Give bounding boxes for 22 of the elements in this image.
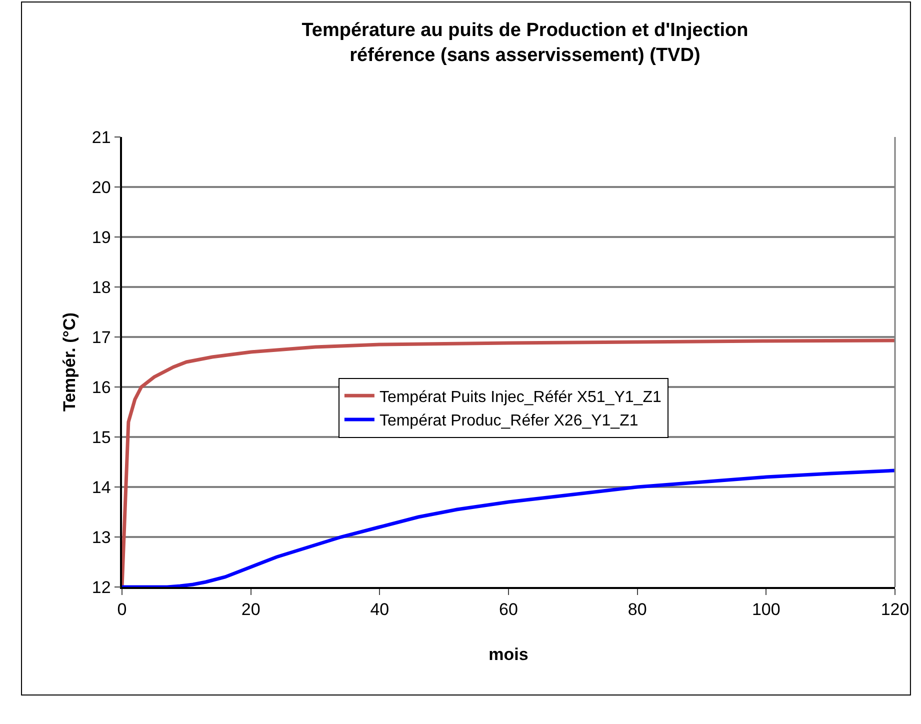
chart-title: Température au puits de Production et d'Injection référence (sans asservissement) (TVD) <box>302 20 748 66</box>
y-tick-label: 13 <box>92 528 111 547</box>
y-tick-label: 19 <box>92 228 111 247</box>
x-tick-label: 40 <box>370 600 390 620</box>
y-tick-label: 16 <box>92 378 111 397</box>
x-tick-label: 0 <box>117 600 127 620</box>
y-tick-label: 18 <box>92 278 111 297</box>
x-tick-label: 120 <box>880 600 910 620</box>
y-tick-label: 21 <box>92 128 111 147</box>
x-axis-title: mois <box>488 645 528 664</box>
legend-label: Températ Puits Injec_Référ X51_Y1_Z1 <box>379 388 662 406</box>
x-tick-label: 20 <box>241 600 260 620</box>
y-axis-title: Tempér. (°C) <box>60 312 79 412</box>
y-tick-label: 20 <box>92 178 111 197</box>
x-tick-label: 100 <box>752 600 780 620</box>
x-tick-label: 80 <box>628 600 647 620</box>
y-tick-label: 14 <box>92 478 111 497</box>
legend-label: Températ Produc_Réfer X26_Y1_Z1 <box>379 412 638 430</box>
y-tick-label: 15 <box>92 428 111 447</box>
x-tick-label: 60 <box>499 600 518 620</box>
y-tick-label: 12 <box>92 578 111 597</box>
y-tick-label: 17 <box>92 328 111 347</box>
